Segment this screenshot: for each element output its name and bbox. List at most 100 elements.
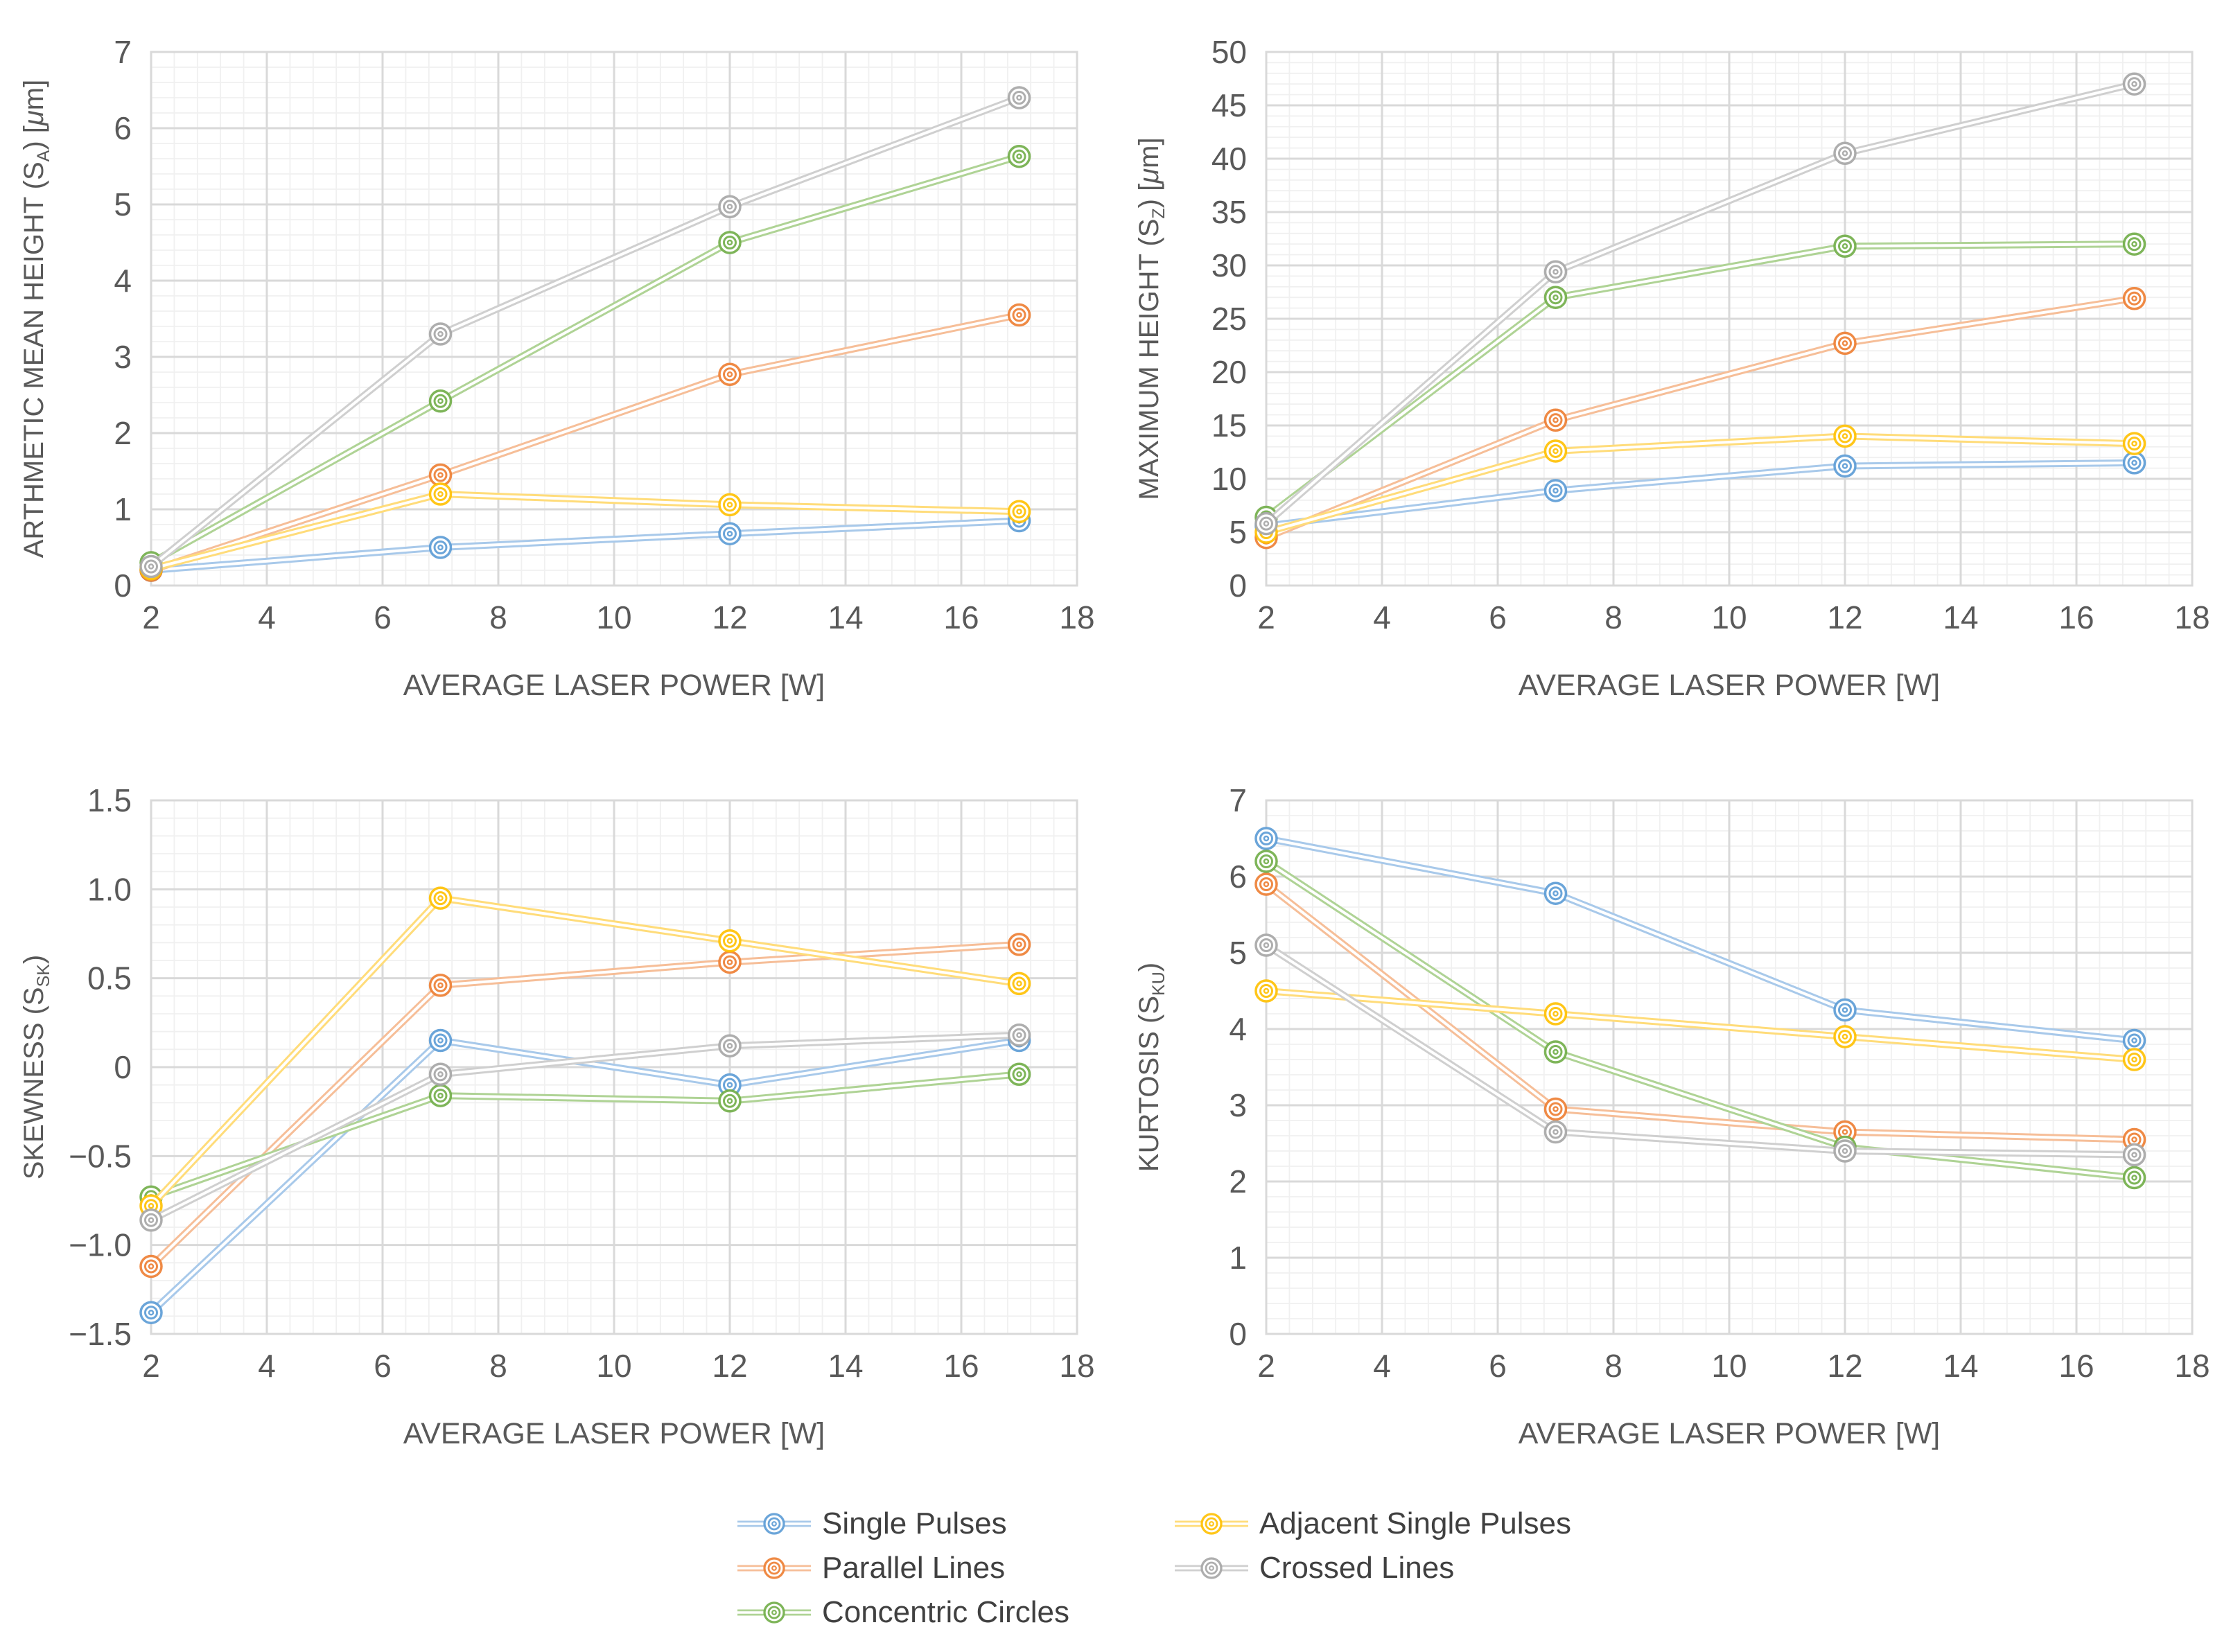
x-tick-label: 2 — [1257, 1348, 1275, 1384]
y-tick-label: 45 — [1211, 87, 1247, 123]
series-line-core — [1265, 243, 2135, 518]
x-tick-label: 14 — [828, 599, 863, 635]
series-parallel-lines — [139, 933, 1031, 1278]
y-tick-label: 25 — [1211, 301, 1247, 337]
plot-border — [150, 51, 1078, 587]
series-crossed-lines — [139, 1023, 1031, 1232]
plot-border — [150, 799, 1078, 1335]
series-line-core — [1266, 297, 2135, 539]
x-axis-title: AVERAGE LASER POWER [W] — [1519, 1417, 1941, 1450]
x-tick-label: 12 — [1827, 599, 1862, 635]
y-tick-label: 2 — [114, 415, 132, 451]
x-tick-label: 14 — [1943, 1348, 1978, 1384]
series-single-pulses — [1254, 827, 2146, 1053]
y-tick-label: 7 — [114, 34, 132, 70]
y-tick-label: 4 — [1229, 1011, 1247, 1047]
y-tick-label: 6 — [114, 110, 132, 146]
tick-labels: 2 4 6 8 10 12 14 16 18 −1.5 −1.0 −0.5 0 0.5 1.0 1.5 — [69, 782, 1094, 1384]
y-tick-label: 7 — [1229, 782, 1247, 818]
y-axis-title: KURTOSIS (SKU) — [1134, 963, 1169, 1172]
y-tick-label: 1.5 — [87, 782, 132, 818]
x-tick-label: 12 — [712, 599, 747, 635]
legend-item-single-pulses: Single Pulses — [736, 1506, 1069, 1541]
legend-column-1: Single Pulses Parallel Lines Concentric … — [736, 1506, 1069, 1640]
series-line — [148, 940, 1020, 1269]
x-tick-label: 8 — [489, 1348, 507, 1384]
series-line-core — [150, 1039, 1020, 1314]
x-tick-label: 4 — [258, 599, 276, 635]
series-line-core — [1266, 837, 2135, 1042]
x-tick-label: 18 — [2174, 599, 2210, 635]
legend-item-parallel-lines: Parallel Lines — [736, 1551, 1069, 1585]
series-parallel-lines — [1254, 872, 2146, 1152]
x-tick-label: 14 — [828, 1348, 863, 1384]
x-tick-label: 4 — [1373, 1348, 1391, 1384]
chart-arithmetic-mean-height: 2 4 6 8 10 12 14 16 18 0 1 2 3 4 5 6 7 AVERAGE LASER POWE… — [0, 0, 1115, 748]
legend-column-2: Adjacent Single Pulses Crossed Lines — [1173, 1506, 1571, 1595]
x-tick-label: 8 — [1604, 599, 1622, 635]
y-tick-label: 0 — [1229, 1316, 1247, 1352]
chart-kurtosis: 2 4 6 8 10 12 14 16 18 0 1 2 3 4 5 6 7 AVERAGE LASER POWE… — [1115, 748, 2231, 1497]
legend-item-adjacent-single-pulses: Adjacent Single Pulses — [1173, 1506, 1571, 1541]
series-line-core — [150, 942, 1020, 1267]
series-line-core — [1266, 461, 2135, 527]
x-axis-title: AVERAGE LASER POWER [W] — [1519, 669, 1941, 702]
parallel-lines-marker-icon — [737, 1557, 811, 1579]
y-tick-label: 15 — [1211, 407, 1247, 443]
series-concentric-circles — [1254, 232, 2146, 529]
series-line-core — [1266, 434, 2135, 534]
series-line-core — [150, 313, 1020, 572]
series-line — [148, 895, 1020, 1209]
y-tick-label: 0.5 — [87, 960, 132, 996]
adjacent-single-pulses-marker-icon — [1174, 1513, 1248, 1535]
x-tick-label: 18 — [1059, 599, 1094, 635]
single-pulses-marker-icon — [737, 1513, 811, 1535]
x-tick-label: 16 — [2058, 1348, 2094, 1384]
x-tick-label: 18 — [2174, 1348, 2210, 1384]
legend-label: Single Pulses — [821, 1506, 1007, 1540]
y-tick-label: 30 — [1211, 247, 1247, 283]
y-tick-label: 5 — [114, 186, 132, 222]
series-line-core — [1265, 860, 2135, 1179]
y-tick-label: 2 — [1229, 1163, 1247, 1200]
series-adjacent-single-pulses — [1254, 424, 2146, 544]
series-line — [1266, 835, 2135, 1044]
x-tick-label: 4 — [1373, 599, 1391, 635]
x-tick-label: 8 — [489, 599, 507, 635]
y-tick-label: 40 — [1211, 141, 1247, 177]
legend-item-concentric-circles: Concentric Circles — [736, 1595, 1069, 1630]
y-tick-label: −1.5 — [69, 1316, 132, 1352]
y-tick-label: 4 — [114, 263, 132, 299]
chart-legend: Single Pulses Parallel Lines Concentric … — [38, 1497, 2231, 1652]
y-axis-title: SKEWNESS (SSK) — [19, 955, 53, 1180]
y-axis-title: MAXIMUM HEIGHT (SZ) [μm] — [1134, 137, 1169, 500]
x-tick-label: 12 — [712, 1348, 747, 1384]
series-crossed-lines — [1254, 72, 2146, 536]
y-axis-title: ARTHMETIC MEAN HEIGHT (SA) [μm] — [19, 80, 53, 559]
y-tick-label: −1.0 — [69, 1227, 132, 1263]
y-tick-label: 3 — [114, 339, 132, 375]
x-tick-label: 10 — [1711, 599, 1747, 635]
x-tick-label: 10 — [1711, 1348, 1747, 1384]
y-tick-label: 50 — [1211, 34, 1247, 70]
series-adjacent-single-pulses — [139, 482, 1031, 581]
x-tick-label: 6 — [1489, 1348, 1507, 1384]
series-line-core — [150, 519, 1020, 572]
x-tick-label: 2 — [142, 599, 160, 635]
series-adjacent-single-pulses — [139, 886, 1031, 1218]
y-tick-label: 0 — [1229, 568, 1247, 604]
charts-grid: 2 4 6 8 10 12 14 16 18 0 1 2 3 4 5 6 7 AVERAGE LASER POWE… — [0, 0, 2231, 1497]
x-tick-label: 16 — [943, 599, 979, 635]
series-line-core — [150, 493, 1020, 570]
series-line — [1264, 858, 2135, 1181]
series-line — [148, 1037, 1020, 1315]
chart-svg: 2 4 6 8 10 12 14 16 18 −1.5 −1.0 −0.5 0 0.5 1.0 1.5 AVER… — [19, 782, 1095, 1450]
y-tick-label: 20 — [1211, 354, 1247, 390]
plot-border — [1265, 799, 2194, 1335]
x-tick-label: 14 — [1943, 599, 1978, 635]
x-tick-label: 16 — [2058, 599, 2094, 635]
x-tick-label: 2 — [142, 1348, 160, 1384]
